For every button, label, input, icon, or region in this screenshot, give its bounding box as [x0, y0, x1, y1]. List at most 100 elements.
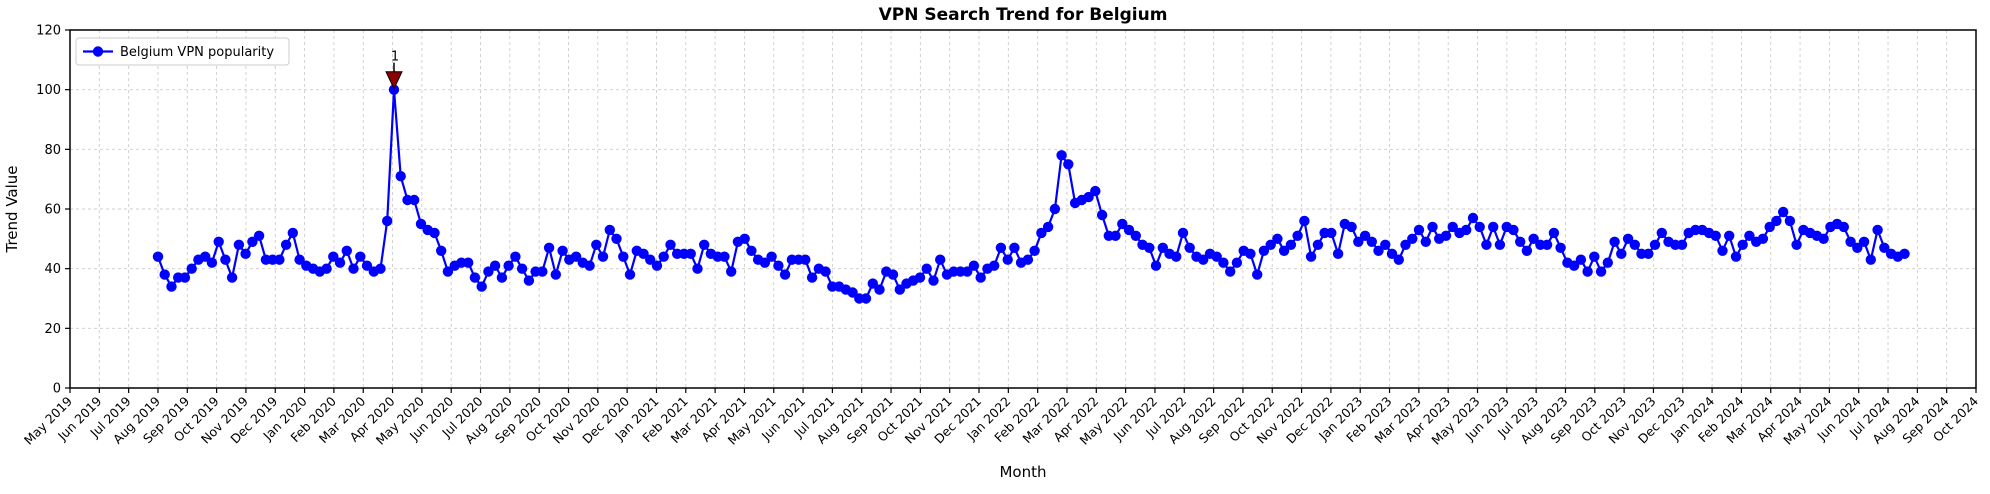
data-point: [489, 260, 501, 271]
data-point: [1724, 230, 1735, 241]
data-point: [1528, 233, 1539, 244]
data-point: [1488, 221, 1499, 233]
data-point: [1872, 224, 1883, 236]
data-point: [1879, 242, 1890, 253]
data-point: [1865, 254, 1877, 265]
data-point: [348, 263, 359, 274]
data-point: [1582, 266, 1593, 277]
data-point: [1090, 185, 1101, 197]
data-point: [1575, 254, 1587, 265]
data-point: [1366, 236, 1378, 247]
data-point: [1002, 254, 1013, 265]
data-point: [1589, 251, 1600, 262]
data-point: [921, 263, 932, 274]
data-point: [503, 260, 514, 271]
data-point: [395, 171, 406, 182]
data-point: [1258, 245, 1270, 256]
data-point: [759, 257, 771, 268]
y-tick-label: 80: [44, 143, 61, 158]
data-point: [699, 239, 710, 250]
data-point: [1225, 266, 1236, 277]
data-point: [604, 224, 615, 236]
data-point: [1393, 254, 1405, 265]
data-point: [415, 218, 427, 230]
data-point: [1056, 150, 1067, 161]
data-point: [1353, 236, 1364, 247]
data-point: [989, 260, 1000, 271]
data-point: [436, 245, 447, 256]
data-point: [638, 248, 649, 259]
data-point: [1710, 230, 1721, 241]
data-point: [1332, 248, 1344, 259]
data-point: [469, 272, 481, 283]
data-point: [1305, 251, 1317, 262]
legend-box: [75, 37, 290, 66]
data-point: [1757, 233, 1769, 244]
y-tick-label: 120: [36, 24, 61, 39]
data-point: [1791, 239, 1802, 250]
data-point: [159, 269, 170, 280]
data-point: [463, 257, 474, 268]
data-point: [1616, 248, 1627, 259]
data-point: [1467, 212, 1479, 224]
data-point: [800, 254, 811, 265]
data-point: [1184, 242, 1195, 253]
data-point: [476, 281, 487, 292]
data-point: [651, 260, 663, 271]
data-point: [1461, 224, 1472, 236]
data-point: [1130, 230, 1142, 241]
data-point: [179, 272, 191, 283]
data-point: [1359, 230, 1371, 241]
data-point: [1407, 233, 1418, 244]
data-point: [1427, 221, 1438, 233]
data-point: [624, 269, 636, 280]
data-point: [867, 278, 878, 289]
data-point: [1737, 239, 1748, 250]
data-point: [914, 272, 926, 283]
data-point: [1063, 159, 1074, 170]
data-point: [220, 254, 231, 265]
x-axis-label: Month: [999, 463, 1046, 481]
data-point: [1029, 245, 1040, 256]
plot-border: [69, 29, 1977, 389]
data-point: [928, 275, 939, 286]
data-point: [1447, 221, 1458, 233]
data-point: [287, 227, 298, 239]
data-point: [1622, 233, 1634, 244]
annotation-label: 1: [391, 50, 399, 65]
data-point: [726, 266, 737, 277]
y-tick-label: 40: [44, 262, 61, 277]
peak-annotation: 1: [385, 50, 403, 90]
triangle-down-marker-icon: [385, 71, 403, 90]
data-point: [1272, 233, 1283, 244]
data-point: [328, 251, 339, 262]
data-point: [766, 251, 777, 262]
data-point: [887, 269, 899, 280]
data-point: [591, 239, 602, 250]
data-point: [894, 284, 905, 295]
data-point: [1778, 206, 1789, 218]
data-point: [1771, 215, 1782, 227]
data-point: [1285, 239, 1297, 250]
chart-title: VPN Search Trend for Belgium: [879, 5, 1168, 25]
y-tick-label: 20: [44, 322, 61, 337]
data-point: [1413, 224, 1425, 236]
data-point: [719, 251, 730, 262]
data-point: [1845, 236, 1856, 247]
data-point: [294, 254, 305, 265]
trend-line-series: [152, 84, 1910, 304]
data-point: [280, 239, 292, 250]
data-point: [1177, 227, 1189, 239]
data-point: [1899, 248, 1910, 259]
data-point: [1171, 251, 1182, 262]
data-point: [1380, 239, 1391, 250]
data-point: [658, 251, 669, 262]
data-point: [355, 251, 366, 262]
data-point: [1541, 239, 1553, 250]
data-point: [1144, 242, 1155, 253]
data-point: [1036, 227, 1047, 239]
data-point: [166, 281, 177, 292]
data-point: [1245, 248, 1256, 259]
data-point: [1744, 230, 1755, 241]
data-point: [1649, 239, 1661, 250]
